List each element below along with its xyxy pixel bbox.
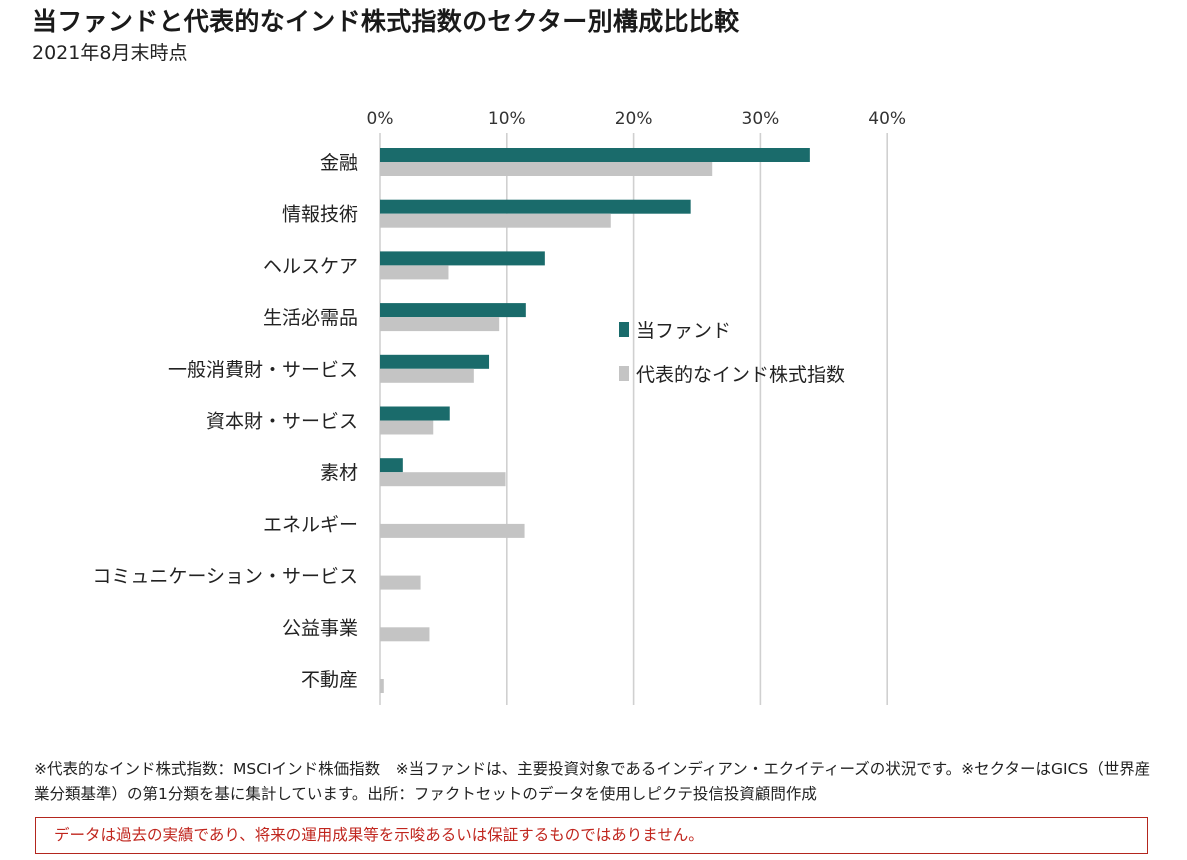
category-label: エネルギー	[263, 514, 358, 536]
bar-fund	[380, 148, 810, 162]
category-label: 不動産	[301, 669, 358, 691]
category-label: ヘルスケア	[263, 255, 358, 277]
x-tick-label: 40%	[868, 109, 906, 129]
bar-index	[380, 627, 430, 642]
bar-index	[380, 679, 384, 693]
bar-index	[380, 368, 474, 383]
chart-subtitle: 2021年8月末時点	[32, 42, 188, 64]
bar-index	[380, 213, 611, 228]
bar-index	[380, 317, 500, 332]
bar-index	[380, 420, 434, 435]
bar-fund	[380, 199, 691, 214]
x-tick-label: 20%	[615, 109, 653, 129]
bar-fund	[380, 303, 526, 318]
disclaimer-box: データは過去の実績であり、将来の運用成果等を示唆あるいは保証するものではありませ…	[35, 817, 1148, 854]
category-label: 情報技術	[282, 204, 358, 226]
bar-fund	[380, 354, 490, 369]
category-label: 一般消費財・サービス	[168, 359, 358, 381]
legend-label: 代表的なインド株式指数	[636, 364, 845, 386]
bar-fund	[380, 458, 403, 473]
footnote: ※代表的なインド株式指数：MSCIインド株価指数 ※当ファンドは、主要投資対象で…	[34, 760, 1151, 803]
bar-index	[380, 472, 506, 487]
category-label: コミュニケーション・サービス	[92, 566, 358, 588]
bar-index	[380, 265, 449, 280]
bar-chart: 0% 10% 20% 30% 40% 金融情報技術ヘルスケア生活必需品一般消費財・サービス…	[92, 109, 906, 705]
category-label: 生活必需品	[263, 307, 358, 329]
disclaimer-text: データは過去の実績であり、将来の運用成果等を示唆あるいは保証するものではありませ…	[54, 826, 704, 844]
chart-title: 当ファンドと代表的なインド株式指数のセクター別構成比比較	[32, 7, 740, 36]
bar-index	[380, 162, 713, 176]
x-tick-label: 0%	[367, 109, 394, 129]
bar-index	[380, 523, 525, 538]
category-label: 素材	[320, 462, 358, 484]
bar-index	[380, 575, 421, 590]
legend-label: 当ファンド	[636, 320, 731, 342]
legend-swatch	[619, 322, 629, 337]
category-label: 金融	[320, 152, 358, 174]
legend-swatch	[619, 366, 629, 381]
bar-fund	[380, 406, 450, 421]
category-label: 公益事業	[282, 617, 358, 639]
x-tick-label: 10%	[488, 109, 526, 129]
bar-fund	[380, 251, 545, 266]
category-label: 資本財・サービス	[206, 411, 358, 433]
x-tick-label: 30%	[742, 109, 780, 129]
